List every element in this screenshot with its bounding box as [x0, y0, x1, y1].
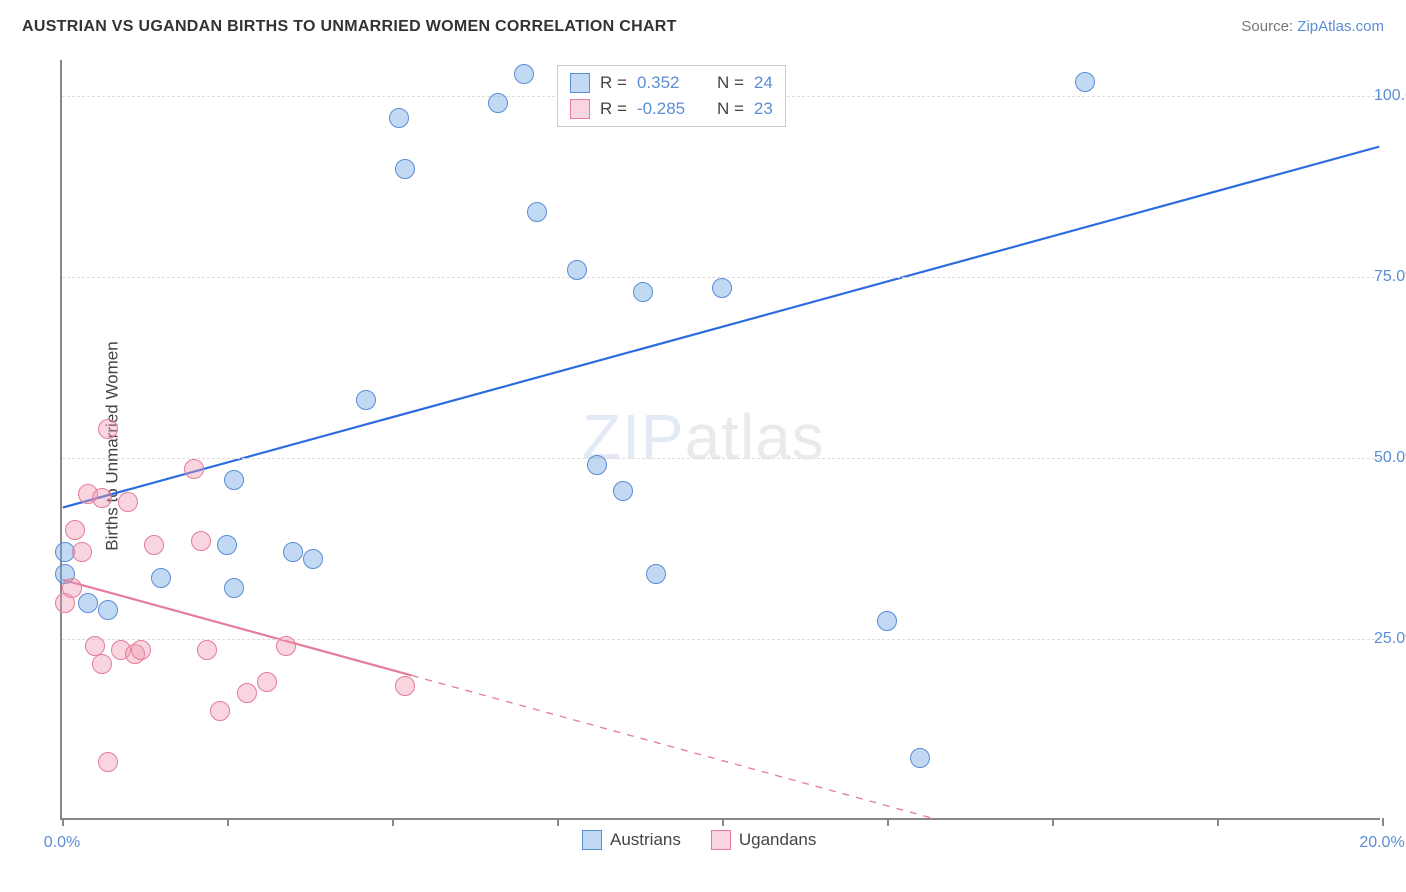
gridline-h [62, 639, 1380, 640]
series-legend-item: Austrians [582, 830, 681, 850]
r-label: R = [600, 73, 627, 93]
n-value: 23 [754, 99, 773, 119]
trend-line-dashed [412, 675, 985, 818]
x-tick [62, 818, 64, 826]
data-point [98, 752, 118, 772]
data-point [237, 683, 257, 703]
x-tick [1217, 818, 1219, 826]
data-point [613, 481, 633, 501]
r-value: -0.285 [637, 99, 707, 119]
x-tick [557, 818, 559, 826]
trend-lines-layer [62, 60, 1380, 818]
watermark-atlas: atlas [685, 401, 825, 473]
data-point [283, 542, 303, 562]
gridline-h [62, 458, 1380, 459]
y-tick-label: 100.0% [1374, 87, 1406, 105]
data-point [118, 492, 138, 512]
data-point [151, 568, 171, 588]
data-point [276, 636, 296, 656]
data-point [910, 748, 930, 768]
data-point [527, 202, 547, 222]
data-point [257, 672, 277, 692]
x-tick-label: 20.0% [1359, 834, 1404, 852]
data-point [224, 470, 244, 490]
stats-legend-row: R = -0.285 N = 23 [570, 96, 773, 122]
data-point [210, 701, 230, 721]
data-point [488, 93, 508, 113]
x-tick [227, 818, 229, 826]
n-label: N = [717, 99, 744, 119]
data-point [712, 278, 732, 298]
stats-legend-row: R = 0.352 N = 24 [570, 70, 773, 96]
series-legend-item: Ugandans [711, 830, 817, 850]
x-tick [1382, 818, 1384, 826]
source-prefix: Source: [1241, 18, 1297, 35]
data-point [567, 260, 587, 280]
series-legend-label: Austrians [610, 830, 681, 850]
data-point [92, 654, 112, 674]
series-legend-label: Ugandans [739, 830, 817, 850]
data-point [224, 578, 244, 598]
data-point [184, 459, 204, 479]
plot-area: ZIPatlas 25.0%50.0%75.0%100.0%0.0%20.0%R… [60, 60, 1380, 820]
data-point [92, 488, 112, 508]
data-point [85, 636, 105, 656]
data-point [389, 108, 409, 128]
legend-swatch [570, 99, 590, 119]
source-attribution: Source: ZipAtlas.com [1241, 18, 1384, 35]
data-point [65, 520, 85, 540]
data-point [72, 542, 92, 562]
source-link[interactable]: ZipAtlas.com [1297, 18, 1384, 35]
data-point [197, 640, 217, 660]
data-point [356, 390, 376, 410]
data-point [303, 549, 323, 569]
data-point [633, 282, 653, 302]
y-tick-label: 50.0% [1374, 449, 1406, 467]
legend-swatch [711, 830, 731, 850]
x-tick [887, 818, 889, 826]
data-point [217, 535, 237, 555]
data-point [1075, 72, 1095, 92]
data-point [514, 64, 534, 84]
chart-container: AUSTRIAN VS UGANDAN BIRTHS TO UNMARRIED … [0, 0, 1406, 892]
data-point [78, 593, 98, 613]
data-point [587, 455, 607, 475]
data-point [98, 419, 118, 439]
data-point [646, 564, 666, 584]
x-tick [392, 818, 394, 826]
x-tick-label: 0.0% [44, 834, 80, 852]
data-point [877, 611, 897, 631]
x-tick [722, 818, 724, 826]
n-value: 24 [754, 73, 773, 93]
chart-title: AUSTRIAN VS UGANDAN BIRTHS TO UNMARRIED … [22, 18, 677, 36]
data-point [191, 531, 211, 551]
watermark: ZIPatlas [582, 400, 825, 474]
data-point [98, 600, 118, 620]
legend-swatch [582, 830, 602, 850]
r-label: R = [600, 99, 627, 119]
trend-line-solid [63, 147, 1380, 508]
n-label: N = [717, 73, 744, 93]
y-tick-label: 75.0% [1374, 268, 1406, 286]
data-point [395, 159, 415, 179]
data-point [62, 578, 82, 598]
stats-legend: R = 0.352 N = 24 R = -0.285 N = 23 [557, 65, 786, 127]
y-tick-label: 25.0% [1374, 630, 1406, 648]
data-point [395, 676, 415, 696]
data-point [144, 535, 164, 555]
legend-swatch [570, 73, 590, 93]
x-tick [1052, 818, 1054, 826]
series-legend: Austrians Ugandans [582, 830, 816, 850]
data-point [131, 640, 151, 660]
r-value: 0.352 [637, 73, 707, 93]
